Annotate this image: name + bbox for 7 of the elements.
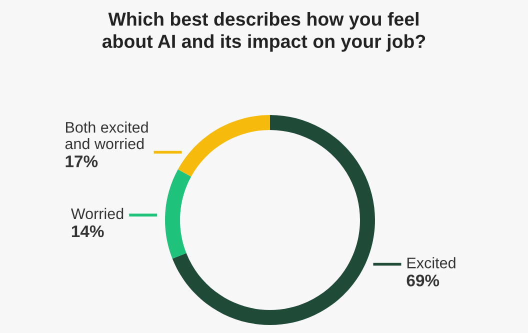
data-label: 17% (66, 155, 98, 168)
slice-label: Both excited and worried (65, 122, 148, 150)
data-label: 69% (406, 274, 440, 286)
chart-title: Which best describes how you feel about AI and its impact on your job? (102, 12, 426, 52)
slice-label: Excited (407, 257, 456, 268)
data-label: 14% (72, 225, 104, 238)
slice-label: Worried (70, 208, 124, 220)
